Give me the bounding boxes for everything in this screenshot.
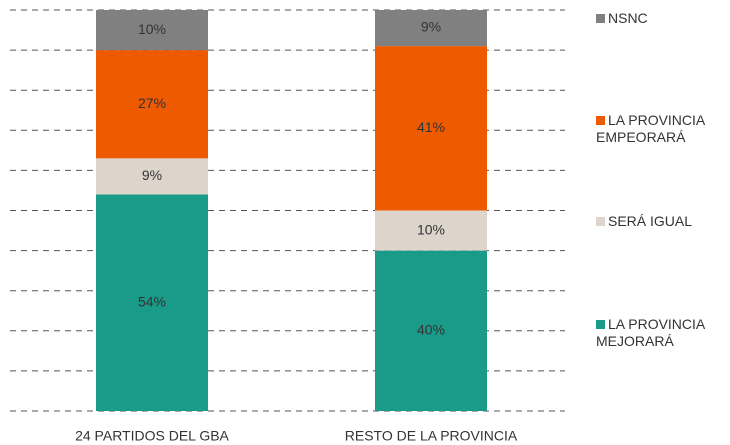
legend-label: NSNC [608, 10, 648, 26]
legend-swatch [596, 217, 605, 226]
legend-label: SERÁ IGUAL [608, 213, 693, 229]
data-label: 10% [138, 21, 166, 37]
bar-segment [375, 46, 487, 211]
bar-segment [96, 10, 208, 51]
legend-label: LA PROVINCIA MEJORARÁ [596, 316, 705, 349]
bar-segment [96, 194, 208, 411]
bar-segment [375, 250, 487, 411]
legend-label: LA PROVINCIA EMPEORARÁ [596, 112, 705, 145]
x-tick-label: 24 PARTIDOS DEL GBA [75, 428, 229, 444]
data-label: 9% [142, 167, 162, 183]
bar-segment [375, 210, 487, 251]
bar-segment [375, 10, 487, 47]
data-label: 27% [138, 95, 166, 111]
data-label: 54% [138, 293, 166, 309]
legend-swatch [596, 116, 605, 125]
legend-entry: SERÁ IGUAL [596, 213, 726, 230]
data-label: 10% [417, 221, 445, 237]
x-tick-label: RESTO DE LA PROVINCIA [345, 428, 518, 444]
bar-segment [96, 50, 208, 159]
legend-swatch [596, 320, 605, 329]
data-label: 40% [417, 322, 445, 338]
legend-swatch [596, 14, 605, 23]
legend-entry: LA PROVINCIA MEJORARÁ [596, 316, 726, 350]
data-label: 9% [421, 19, 441, 35]
legend-entry: LA PROVINCIA EMPEORARÁ [596, 112, 726, 146]
bar-segment [96, 158, 208, 195]
legend-entry: NSNC [596, 10, 726, 27]
data-label: 41% [417, 119, 445, 135]
